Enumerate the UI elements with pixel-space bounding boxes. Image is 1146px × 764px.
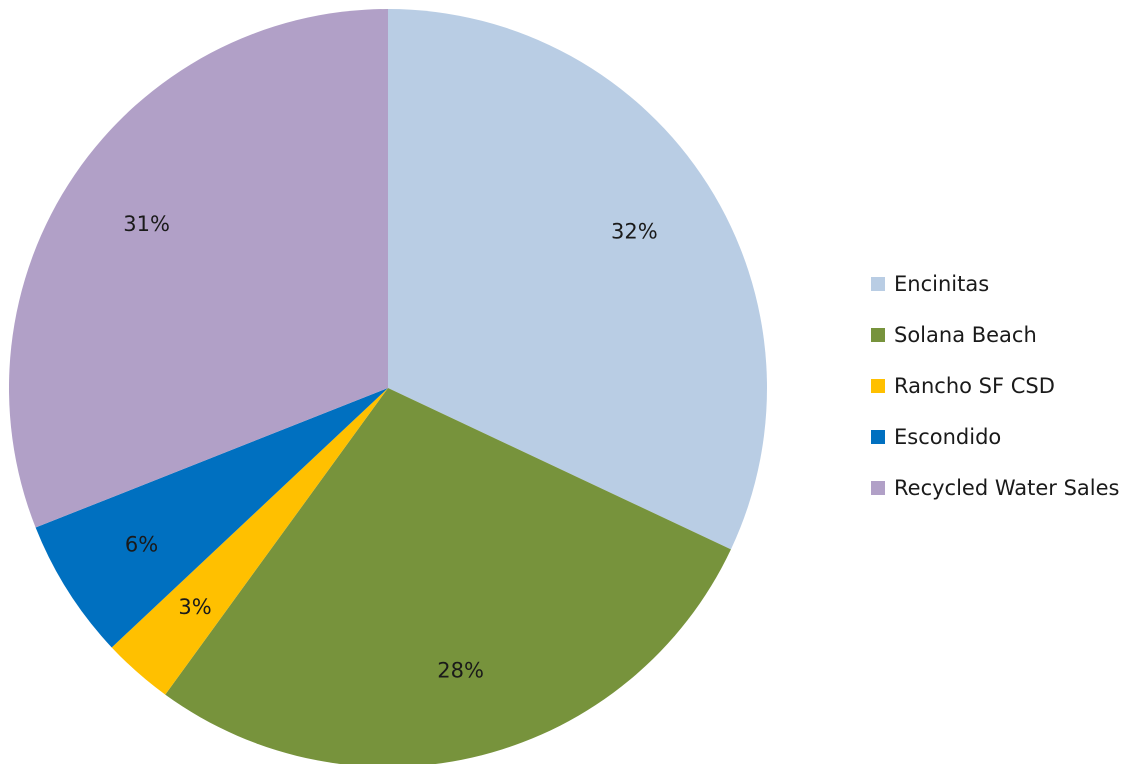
pie-data-label: 6%	[125, 532, 158, 556]
legend-swatch	[871, 277, 885, 291]
pie-slice-encinitas	[388, 9, 768, 550]
legend: Encinitas Solana Beach Rancho SF CSD Escond…	[871, 272, 1120, 500]
legend-swatch	[871, 481, 885, 495]
pie-data-label: 31%	[123, 212, 170, 236]
legend-item: Rancho SF CSD	[871, 374, 1055, 398]
pie-slice-escondido	[35, 388, 389, 648]
legend-label: Rancho SF CSD	[894, 374, 1055, 398]
legend-swatch	[871, 430, 885, 444]
legend-swatch	[871, 328, 885, 342]
legend-item: Recycled Water Sales	[871, 476, 1120, 500]
pie-data-label: 3%	[178, 595, 211, 619]
pie-data-label: 32%	[611, 220, 658, 244]
pie-slices	[8, 9, 768, 764]
legend-item: Escondido	[871, 425, 1001, 449]
pie-slice-recycled-water-sales	[8, 9, 388, 528]
pie-slice-rancho-sf-csd	[111, 388, 388, 695]
legend-label: Recycled Water Sales	[894, 476, 1120, 500]
legend-label: Escondido	[894, 425, 1001, 449]
pie-data-label: 28%	[437, 659, 484, 683]
legend-item: Solana Beach	[871, 323, 1037, 347]
legend-label: Encinitas	[894, 272, 989, 296]
pie-slice-solana-beach	[165, 388, 731, 764]
legend-label: Solana Beach	[894, 323, 1037, 347]
legend-item: Encinitas	[871, 272, 989, 296]
pie-data-labels: 32% 28% 3% 6% 31%	[123, 212, 657, 683]
legend-swatch	[871, 379, 885, 393]
